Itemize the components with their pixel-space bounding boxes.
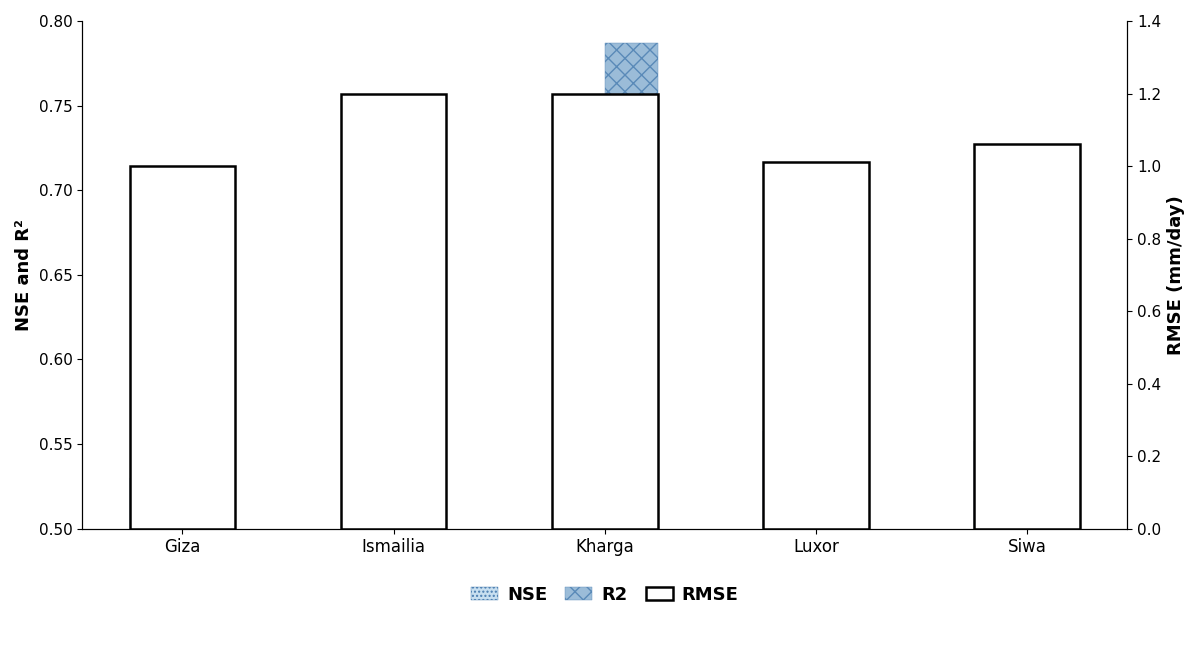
Y-axis label: RMSE (mm/day): RMSE (mm/day) bbox=[1166, 195, 1186, 355]
Bar bbox=[1027, 324, 1080, 659]
Bar bbox=[763, 162, 869, 529]
Bar bbox=[552, 94, 658, 529]
Y-axis label: NSE and R²: NSE and R² bbox=[14, 219, 32, 331]
Legend: NSE, R2, RMSE: NSE, R2, RMSE bbox=[463, 579, 746, 611]
Bar bbox=[182, 339, 235, 659]
Bar bbox=[552, 532, 605, 659]
Bar bbox=[605, 43, 658, 659]
Bar bbox=[974, 441, 1027, 659]
Bar bbox=[130, 478, 182, 659]
Bar bbox=[763, 430, 816, 659]
Bar bbox=[816, 211, 869, 659]
Bar bbox=[974, 144, 1080, 529]
Bar bbox=[341, 532, 394, 659]
Bar bbox=[130, 166, 235, 529]
Bar bbox=[394, 358, 446, 659]
Bar bbox=[341, 94, 446, 529]
